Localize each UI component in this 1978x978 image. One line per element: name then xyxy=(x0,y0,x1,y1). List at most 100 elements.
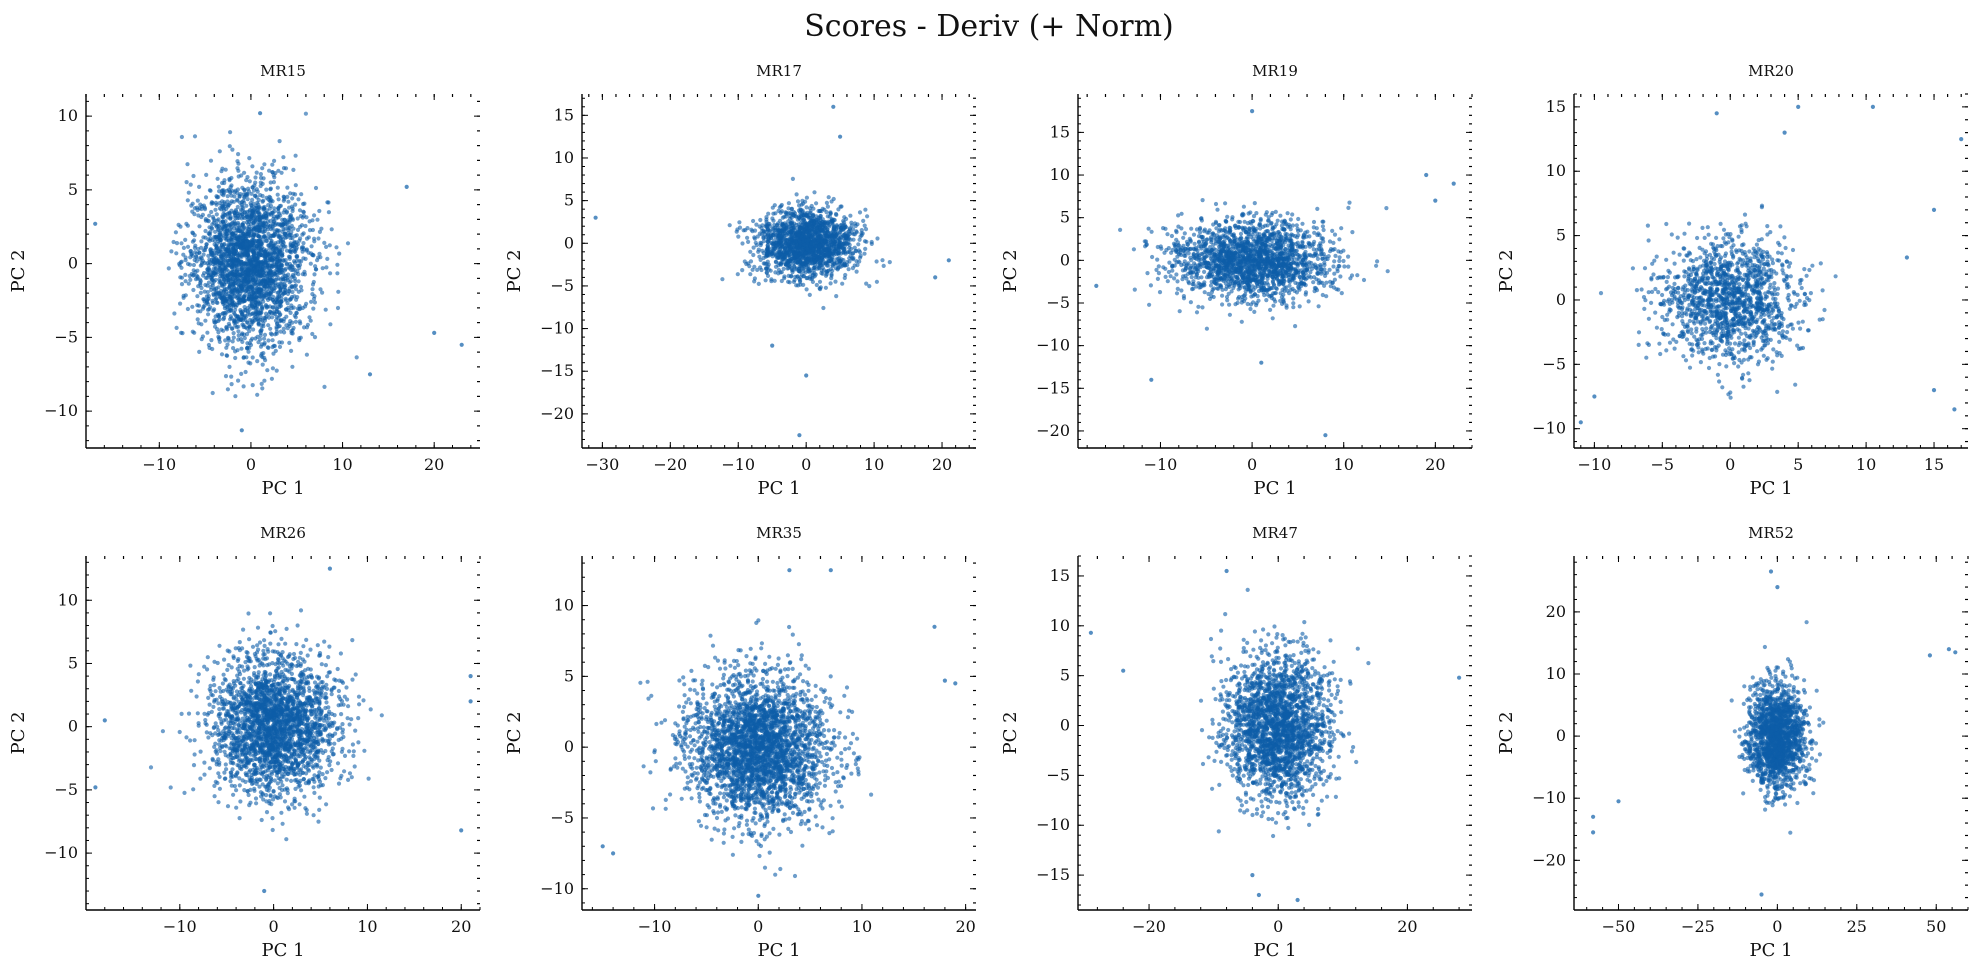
data-point xyxy=(231,255,236,261)
data-point xyxy=(806,266,811,271)
data-point xyxy=(240,237,245,242)
data-point xyxy=(320,266,325,271)
data-point xyxy=(213,207,218,212)
data-point xyxy=(801,218,806,223)
data-point xyxy=(295,216,300,221)
data-point xyxy=(238,308,243,313)
data-point xyxy=(773,259,779,264)
data-point xyxy=(296,279,301,284)
data-point xyxy=(282,330,287,335)
data-point xyxy=(287,289,292,294)
scatter-points xyxy=(593,104,951,438)
data-point xyxy=(256,234,262,239)
data-point xyxy=(874,259,879,264)
data-point xyxy=(744,261,749,267)
data-point xyxy=(192,212,197,217)
data-point xyxy=(236,215,241,220)
data-point xyxy=(299,223,305,228)
data-point xyxy=(228,308,233,313)
data-point xyxy=(235,316,240,321)
data-point xyxy=(232,194,237,199)
data-point xyxy=(266,345,271,350)
data-point xyxy=(245,229,250,235)
data-point xyxy=(284,323,289,328)
data-point xyxy=(290,289,295,295)
data-point xyxy=(216,227,221,232)
data-point xyxy=(243,233,248,238)
data-point xyxy=(290,196,295,201)
y-tick-label: 5 xyxy=(68,180,78,199)
data-point xyxy=(842,215,847,220)
data-point xyxy=(861,218,866,223)
data-point xyxy=(312,272,317,277)
data-point xyxy=(258,329,263,334)
data-point xyxy=(277,344,283,349)
data-point xyxy=(354,355,359,360)
data-point xyxy=(272,175,277,180)
data-point xyxy=(204,242,209,247)
data-point xyxy=(859,233,864,238)
data-point xyxy=(275,294,280,299)
data-point xyxy=(283,296,288,301)
data-point xyxy=(307,315,312,320)
data-point xyxy=(185,306,190,312)
data-point xyxy=(214,289,219,294)
data-point xyxy=(768,268,773,273)
data-point xyxy=(270,338,275,343)
data-point xyxy=(245,192,250,198)
data-point xyxy=(271,286,277,291)
data-point xyxy=(231,248,236,253)
data-point xyxy=(293,153,298,158)
data-point xyxy=(291,274,296,279)
data-point xyxy=(764,266,769,272)
data-point xyxy=(752,279,757,284)
y-tick-label: 10 xyxy=(554,148,574,167)
data-point xyxy=(294,297,299,302)
data-point xyxy=(227,144,232,149)
data-point xyxy=(276,324,281,329)
data-point xyxy=(850,251,855,256)
data-point xyxy=(273,332,278,337)
data-point xyxy=(231,300,236,305)
data-point xyxy=(754,222,759,227)
data-point xyxy=(759,267,764,273)
data-point xyxy=(1252,309,1257,314)
data-point xyxy=(334,245,339,250)
data-point xyxy=(833,279,838,284)
data-point xyxy=(230,237,235,242)
data-point xyxy=(327,243,332,248)
data-point xyxy=(750,229,755,234)
data-point xyxy=(207,257,212,262)
data-point xyxy=(213,266,218,271)
data-point xyxy=(245,243,250,248)
data-point xyxy=(205,330,210,335)
data-point xyxy=(236,174,241,179)
data-point xyxy=(233,355,238,361)
data-point xyxy=(227,253,232,258)
data-point xyxy=(226,261,231,266)
data-point xyxy=(272,206,277,211)
x-tick-label: 20 xyxy=(932,455,952,474)
data-point xyxy=(268,218,273,224)
data-point xyxy=(261,207,266,212)
data-point xyxy=(770,216,775,221)
data-point xyxy=(254,170,259,175)
data-point xyxy=(259,305,265,311)
data-point xyxy=(250,275,255,280)
data-point xyxy=(188,182,193,187)
outlier-point xyxy=(367,372,373,377)
data-point xyxy=(224,345,229,350)
data-point xyxy=(761,239,766,244)
data-point xyxy=(205,275,210,280)
figure-suptitle: Scores - Deriv (+ Norm) xyxy=(804,9,1174,44)
data-point xyxy=(746,239,751,244)
data-point xyxy=(862,251,867,256)
data-point xyxy=(848,237,853,242)
data-point xyxy=(277,259,282,264)
data-point xyxy=(220,293,225,298)
data-point xyxy=(285,194,290,199)
data-point xyxy=(289,348,294,353)
data-point xyxy=(243,289,248,294)
data-point xyxy=(751,218,756,224)
